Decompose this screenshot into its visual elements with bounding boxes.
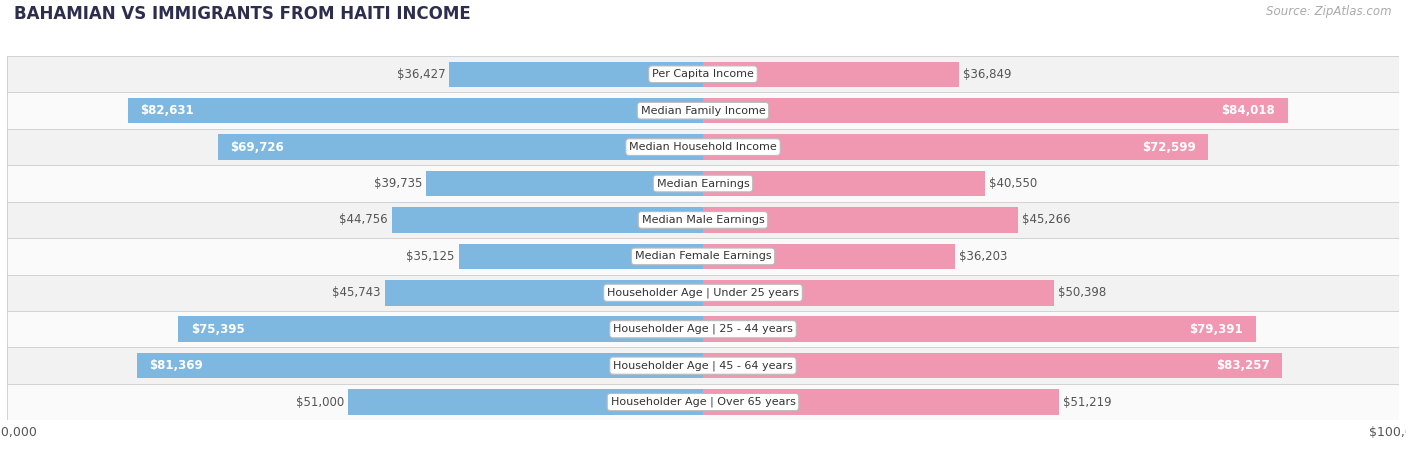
Text: $44,756: $44,756 bbox=[339, 213, 388, 226]
Bar bbox=[7, 56, 1399, 92]
Bar bbox=[136, 353, 703, 378]
Text: $79,391: $79,391 bbox=[1189, 323, 1243, 336]
Text: $72,599: $72,599 bbox=[1142, 141, 1195, 154]
Text: $75,395: $75,395 bbox=[191, 323, 245, 336]
Text: Median Earnings: Median Earnings bbox=[657, 178, 749, 189]
Bar bbox=[7, 347, 1399, 384]
Bar bbox=[703, 317, 1256, 342]
Text: $69,726: $69,726 bbox=[231, 141, 284, 154]
Bar bbox=[7, 238, 1399, 275]
Text: Median Male Earnings: Median Male Earnings bbox=[641, 215, 765, 225]
Bar bbox=[703, 134, 1208, 160]
Text: $36,849: $36,849 bbox=[963, 68, 1012, 81]
Text: Householder Age | 25 - 44 years: Householder Age | 25 - 44 years bbox=[613, 324, 793, 334]
Bar bbox=[450, 62, 703, 87]
Text: $81,369: $81,369 bbox=[149, 359, 202, 372]
Bar bbox=[7, 311, 1399, 347]
Bar bbox=[7, 165, 1399, 202]
Text: Median Female Earnings: Median Female Earnings bbox=[634, 251, 772, 262]
Bar bbox=[218, 134, 703, 160]
Text: $83,257: $83,257 bbox=[1216, 359, 1270, 372]
Text: Householder Age | Under 25 years: Householder Age | Under 25 years bbox=[607, 288, 799, 298]
Bar bbox=[179, 317, 703, 342]
Text: Householder Age | Over 65 years: Householder Age | Over 65 years bbox=[610, 397, 796, 407]
Text: BAHAMIAN VS IMMIGRANTS FROM HAITI INCOME: BAHAMIAN VS IMMIGRANTS FROM HAITI INCOME bbox=[14, 5, 471, 23]
Bar bbox=[349, 389, 703, 415]
Bar bbox=[7, 275, 1399, 311]
Text: $36,427: $36,427 bbox=[396, 68, 446, 81]
Text: $84,018: $84,018 bbox=[1222, 104, 1275, 117]
Bar bbox=[703, 280, 1053, 305]
Bar bbox=[703, 98, 1288, 123]
Text: Median Household Income: Median Household Income bbox=[628, 142, 778, 152]
Bar bbox=[458, 244, 703, 269]
Text: Householder Age | 45 - 64 years: Householder Age | 45 - 64 years bbox=[613, 361, 793, 371]
Text: $50,398: $50,398 bbox=[1057, 286, 1105, 299]
Text: $39,735: $39,735 bbox=[374, 177, 423, 190]
Bar bbox=[426, 171, 703, 196]
Bar bbox=[703, 207, 1018, 233]
Text: $51,219: $51,219 bbox=[1063, 396, 1112, 409]
Bar bbox=[385, 280, 703, 305]
Text: Median Family Income: Median Family Income bbox=[641, 106, 765, 116]
Text: $45,266: $45,266 bbox=[1022, 213, 1070, 226]
Bar bbox=[7, 129, 1399, 165]
Text: $36,203: $36,203 bbox=[959, 250, 1007, 263]
Bar bbox=[703, 171, 986, 196]
Text: $51,000: $51,000 bbox=[297, 396, 344, 409]
Text: Per Capita Income: Per Capita Income bbox=[652, 69, 754, 79]
Bar bbox=[7, 92, 1399, 129]
Text: $82,631: $82,631 bbox=[141, 104, 194, 117]
Bar bbox=[703, 244, 955, 269]
Bar bbox=[391, 207, 703, 233]
Text: $40,550: $40,550 bbox=[988, 177, 1038, 190]
Text: $35,125: $35,125 bbox=[406, 250, 454, 263]
Bar bbox=[7, 384, 1399, 420]
Bar bbox=[703, 389, 1060, 415]
Text: $45,743: $45,743 bbox=[332, 286, 381, 299]
Bar bbox=[7, 202, 1399, 238]
Bar bbox=[703, 62, 959, 87]
Bar bbox=[128, 98, 703, 123]
Text: Source: ZipAtlas.com: Source: ZipAtlas.com bbox=[1267, 5, 1392, 18]
Bar bbox=[703, 353, 1282, 378]
